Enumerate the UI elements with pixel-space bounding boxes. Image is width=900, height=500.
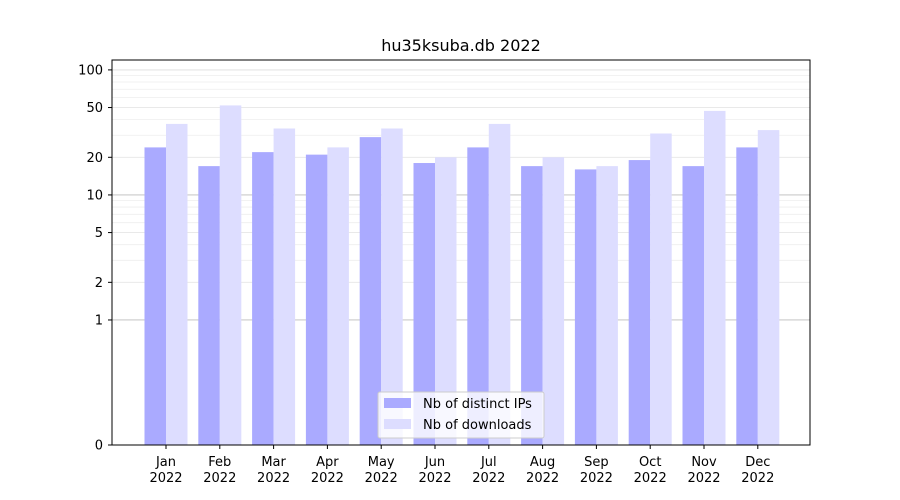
bar-downloads bbox=[273, 128, 296, 445]
bar-distinct-ips bbox=[736, 147, 758, 446]
y-tick-label: 0 bbox=[95, 439, 103, 454]
bar-distinct-ips bbox=[574, 169, 597, 445]
bar-distinct-ips bbox=[682, 166, 704, 445]
y-axis: 0 1 2 5 10 20 50 100 bbox=[78, 63, 112, 454]
bars bbox=[144, 105, 780, 446]
bar-distinct-ips bbox=[413, 163, 435, 445]
x-tick-label: Jan 2022 bbox=[149, 455, 182, 486]
bar-distinct-ips bbox=[252, 152, 274, 445]
y-tick-label: 10 bbox=[86, 188, 103, 203]
legend-box bbox=[377, 391, 545, 439]
x-tick-label: Oct 2022 bbox=[634, 455, 667, 486]
legend-label-distinct-ips: Nb of distinct IPs bbox=[423, 397, 532, 412]
bar-downloads bbox=[381, 128, 403, 445]
x-tick-label: Nov 2022 bbox=[687, 455, 720, 486]
chart-title: hu35ksuba.db 2022 bbox=[381, 36, 541, 55]
x-tick-label: Jun 2022 bbox=[418, 455, 451, 486]
bar-downloads bbox=[542, 157, 565, 445]
plot-area-frame bbox=[111, 59, 811, 446]
bar-distinct-ips bbox=[467, 147, 489, 446]
x-tick-label: Dec 2022 bbox=[741, 455, 774, 486]
bar-downloads bbox=[488, 123, 511, 445]
bar-distinct-ips bbox=[628, 160, 651, 445]
y-tick-label: 1 bbox=[95, 313, 103, 328]
bar-downloads bbox=[650, 133, 672, 445]
x-tick-label: Aug 2022 bbox=[526, 455, 559, 486]
y-tick-label: 2 bbox=[95, 276, 103, 291]
bar-distinct-ips bbox=[198, 166, 220, 445]
y-tick-label: 50 bbox=[86, 101, 103, 116]
x-tick-label: Mar 2022 bbox=[257, 455, 290, 486]
bar-downloads bbox=[757, 130, 780, 445]
bar-distinct-ips bbox=[305, 154, 328, 446]
legend-swatch-downloads bbox=[384, 419, 411, 429]
legend-label-downloads: Nb of downloads bbox=[423, 418, 532, 433]
legend: Nb of distinct IPs Nb of downloads bbox=[377, 391, 545, 439]
bar-downloads bbox=[327, 147, 349, 446]
x-axis: Jan 2022 Feb 2022 Mar 2022 Apr 2022 May 2022 Jun 20… bbox=[149, 445, 774, 486]
bar-distinct-ips bbox=[359, 137, 382, 445]
bar-downloads bbox=[435, 157, 457, 445]
x-tick-label: Feb 2022 bbox=[203, 455, 236, 486]
bar-downloads bbox=[596, 166, 618, 445]
bar-distinct-ips bbox=[144, 147, 166, 446]
bar-downloads bbox=[704, 110, 726, 445]
y-tick-label: 100 bbox=[78, 63, 103, 78]
legend-swatch-distinct-ips bbox=[384, 398, 411, 408]
x-tick-label: Apr 2022 bbox=[311, 455, 344, 486]
bar-downloads bbox=[166, 123, 188, 445]
y-tick-label: 20 bbox=[86, 151, 103, 166]
x-tick-label: Sep 2022 bbox=[580, 455, 613, 486]
x-tick-label: Jul 2022 bbox=[472, 455, 505, 486]
bar-distinct-ips bbox=[521, 166, 543, 445]
x-tick-label: May 2022 bbox=[365, 455, 398, 486]
y-tick-label: 5 bbox=[95, 226, 103, 241]
bar-downloads bbox=[219, 105, 242, 446]
